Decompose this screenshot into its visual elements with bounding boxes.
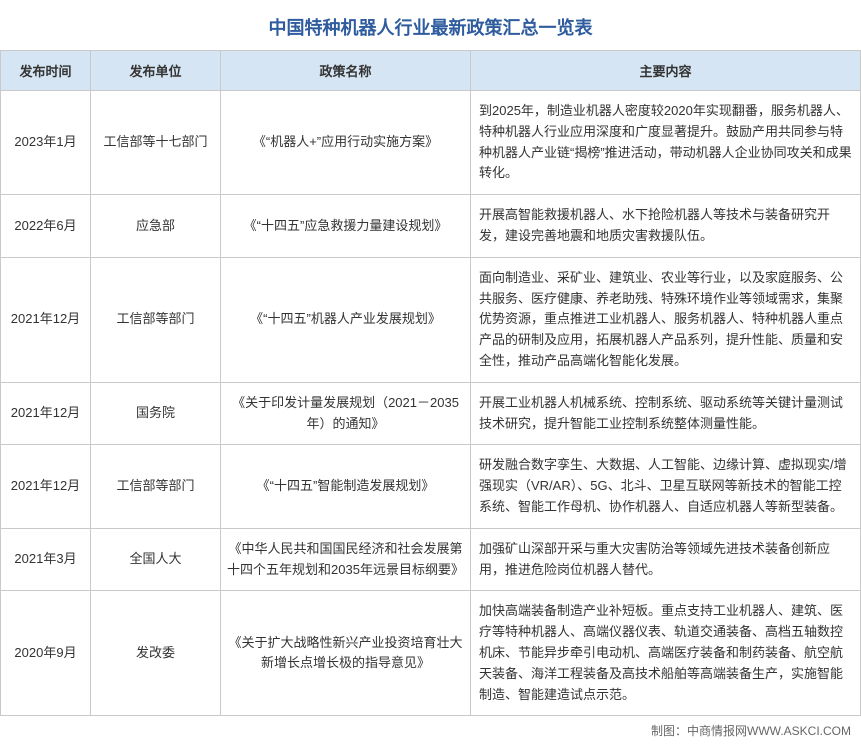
cell-content: 面向制造业、采矿业、建筑业、农业等行业，以及家庭服务、公共服务、医疗健康、养老助…: [471, 257, 861, 382]
cell-content: 研发融合数字孪生、大数据、人工智能、边缘计算、虚拟现实/增强现实（VR/AR）、…: [471, 445, 861, 528]
col-header-issuer: 发布单位: [91, 51, 221, 91]
col-header-content: 主要内容: [471, 51, 861, 91]
table-header-row: 发布时间 发布单位 政策名称 主要内容: [1, 51, 861, 91]
cell-content: 开展工业机器人机械系统、控制系统、驱动系统等关键计量测试技术研究，提升智能工业控…: [471, 382, 861, 445]
cell-date: 2021年3月: [1, 528, 91, 591]
cell-content: 加强矿山深部开采与重大灾害防治等领域先进技术装备创新应用，推进危险岗位机器人替代…: [471, 528, 861, 591]
cell-policy: 《关于扩大战略性新兴产业投资培育壮大新增长点增长极的指导意见》: [221, 591, 471, 716]
cell-date: 2022年6月: [1, 195, 91, 258]
cell-policy: 《关于印发计量发展规划（2021－2035年）的通知》: [221, 382, 471, 445]
table-title: 中国特种机器人行业最新政策汇总一览表: [0, 0, 861, 50]
table-row: 2023年1月 工信部等十七部门 《“机器人+”应用行动实施方案》 到2025年…: [1, 91, 861, 195]
cell-date: 2023年1月: [1, 91, 91, 195]
cell-issuer: 工信部等部门: [91, 445, 221, 528]
cell-policy: 《“十四五”智能制造发展规划》: [221, 445, 471, 528]
policy-table: 发布时间 发布单位 政策名称 主要内容 2023年1月 工信部等十七部门 《“机…: [0, 50, 861, 716]
table-row: 2021年12月 国务院 《关于印发计量发展规划（2021－2035年）的通知》…: [1, 382, 861, 445]
cell-issuer: 发改委: [91, 591, 221, 716]
table-row: 2021年12月 工信部等部门 《“十四五”智能制造发展规划》 研发融合数字孪生…: [1, 445, 861, 528]
col-header-policy: 政策名称: [221, 51, 471, 91]
col-header-date: 发布时间: [1, 51, 91, 91]
cell-issuer: 工信部等部门: [91, 257, 221, 382]
cell-content: 开展高智能救援机器人、水下抢险机器人等技术与装备研究开发，建设完善地震和地质灾害…: [471, 195, 861, 258]
cell-date: 2021年12月: [1, 382, 91, 445]
table-body: 2023年1月 工信部等十七部门 《“机器人+”应用行动实施方案》 到2025年…: [1, 91, 861, 716]
cell-policy: 《“机器人+”应用行动实施方案》: [221, 91, 471, 195]
cell-issuer: 国务院: [91, 382, 221, 445]
cell-content: 到2025年，制造业机器人密度较2020年实现翻番，服务机器人、特种机器人行业应…: [471, 91, 861, 195]
cell-date: 2020年9月: [1, 591, 91, 716]
table-row: 2022年6月 应急部 《“十四五”应急救援力量建设规划》 开展高智能救援机器人…: [1, 195, 861, 258]
cell-issuer: 全国人大: [91, 528, 221, 591]
cell-policy: 《“十四五”机器人产业发展规划》: [221, 257, 471, 382]
cell-issuer: 应急部: [91, 195, 221, 258]
cell-date: 2021年12月: [1, 257, 91, 382]
cell-policy: 《中华人民共和国国民经济和社会发展第十四个五年规划和2035年远景目标纲要》: [221, 528, 471, 591]
cell-policy: 《“十四五”应急救援力量建设规划》: [221, 195, 471, 258]
cell-issuer: 工信部等十七部门: [91, 91, 221, 195]
table-row: 2020年9月 发改委 《关于扩大战略性新兴产业投资培育壮大新增长点增长极的指导…: [1, 591, 861, 716]
table-row: 2021年12月 工信部等部门 《“十四五”机器人产业发展规划》 面向制造业、采…: [1, 257, 861, 382]
cell-date: 2021年12月: [1, 445, 91, 528]
footer-credit: 制图：中商情报网WWW.ASKCI.COM: [0, 716, 861, 747]
table-row: 2021年3月 全国人大 《中华人民共和国国民经济和社会发展第十四个五年规划和2…: [1, 528, 861, 591]
cell-content: 加快高端装备制造产业补短板。重点支持工业机器人、建筑、医疗等特种机器人、高端仪器…: [471, 591, 861, 716]
